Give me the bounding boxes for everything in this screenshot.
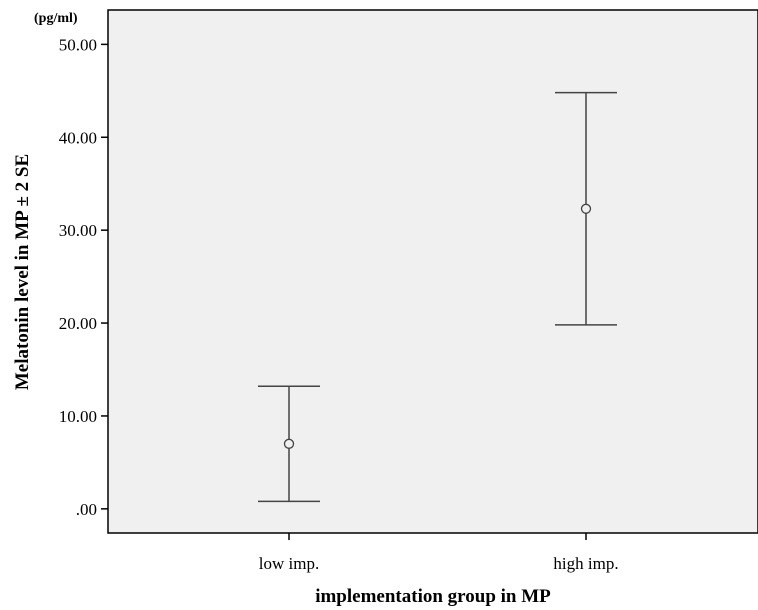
x-axis: low imp. high imp. [259,533,619,573]
y-axis-title: Melatonin level in MP ± 2 SE [12,154,33,390]
x-tick-label: high imp. [553,554,618,573]
mean-marker [580,203,592,214]
y-tick-label: .00 [76,500,97,519]
x-axis-title: implementation group in MP [315,586,551,607]
y-axis: .00 10.00 20.00 30.00 40.00 50.00 [59,35,108,519]
plot-area [107,9,758,534]
y-tick-label: 20.00 [59,314,97,333]
mean-marker [283,438,295,449]
x-tick-label: low imp. [259,554,319,573]
y-unit-label: (pg/ml) [34,11,78,26]
y-tick-label: 10.00 [59,407,97,426]
y-tick-label: 50.00 [59,35,97,54]
y-tick-label: 30.00 [59,221,97,240]
y-tick-label: 40.00 [59,128,97,147]
error-bars [258,91,617,503]
